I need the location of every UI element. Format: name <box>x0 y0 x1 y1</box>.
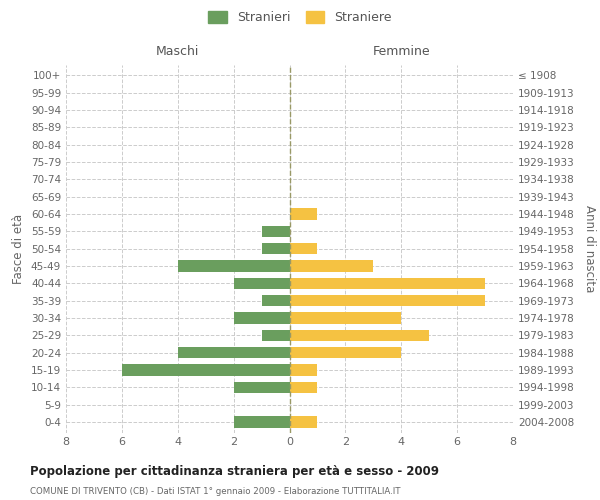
Text: COMUNE DI TRIVENTO (CB) - Dati ISTAT 1° gennaio 2009 - Elaborazione TUTTITALIA.I: COMUNE DI TRIVENTO (CB) - Dati ISTAT 1° … <box>30 488 401 496</box>
Bar <box>178 347 290 358</box>
Text: Popolazione per cittadinanza straniera per età e sesso - 2009: Popolazione per cittadinanza straniera p… <box>30 465 439 478</box>
Legend: Stranieri, Straniere: Stranieri, Straniere <box>203 6 397 29</box>
Bar <box>262 243 290 254</box>
Bar <box>233 312 290 324</box>
Bar <box>290 347 401 358</box>
Bar <box>290 260 373 272</box>
Bar <box>262 226 290 237</box>
Bar <box>290 382 317 393</box>
Bar <box>290 312 401 324</box>
Bar <box>290 243 317 254</box>
Bar <box>262 330 290 341</box>
Bar <box>290 295 485 306</box>
Y-axis label: Fasce di età: Fasce di età <box>13 214 25 284</box>
Y-axis label: Anni di nascita: Anni di nascita <box>583 205 596 292</box>
Bar <box>290 278 485 289</box>
Bar <box>290 416 317 428</box>
Text: Femmine: Femmine <box>373 44 430 58</box>
Bar <box>233 278 290 289</box>
Bar <box>178 260 290 272</box>
Bar <box>122 364 290 376</box>
Text: Maschi: Maschi <box>156 44 199 58</box>
Bar <box>290 208 317 220</box>
Bar <box>262 295 290 306</box>
Bar <box>233 382 290 393</box>
Bar <box>290 364 317 376</box>
Bar <box>233 416 290 428</box>
Bar <box>290 330 429 341</box>
